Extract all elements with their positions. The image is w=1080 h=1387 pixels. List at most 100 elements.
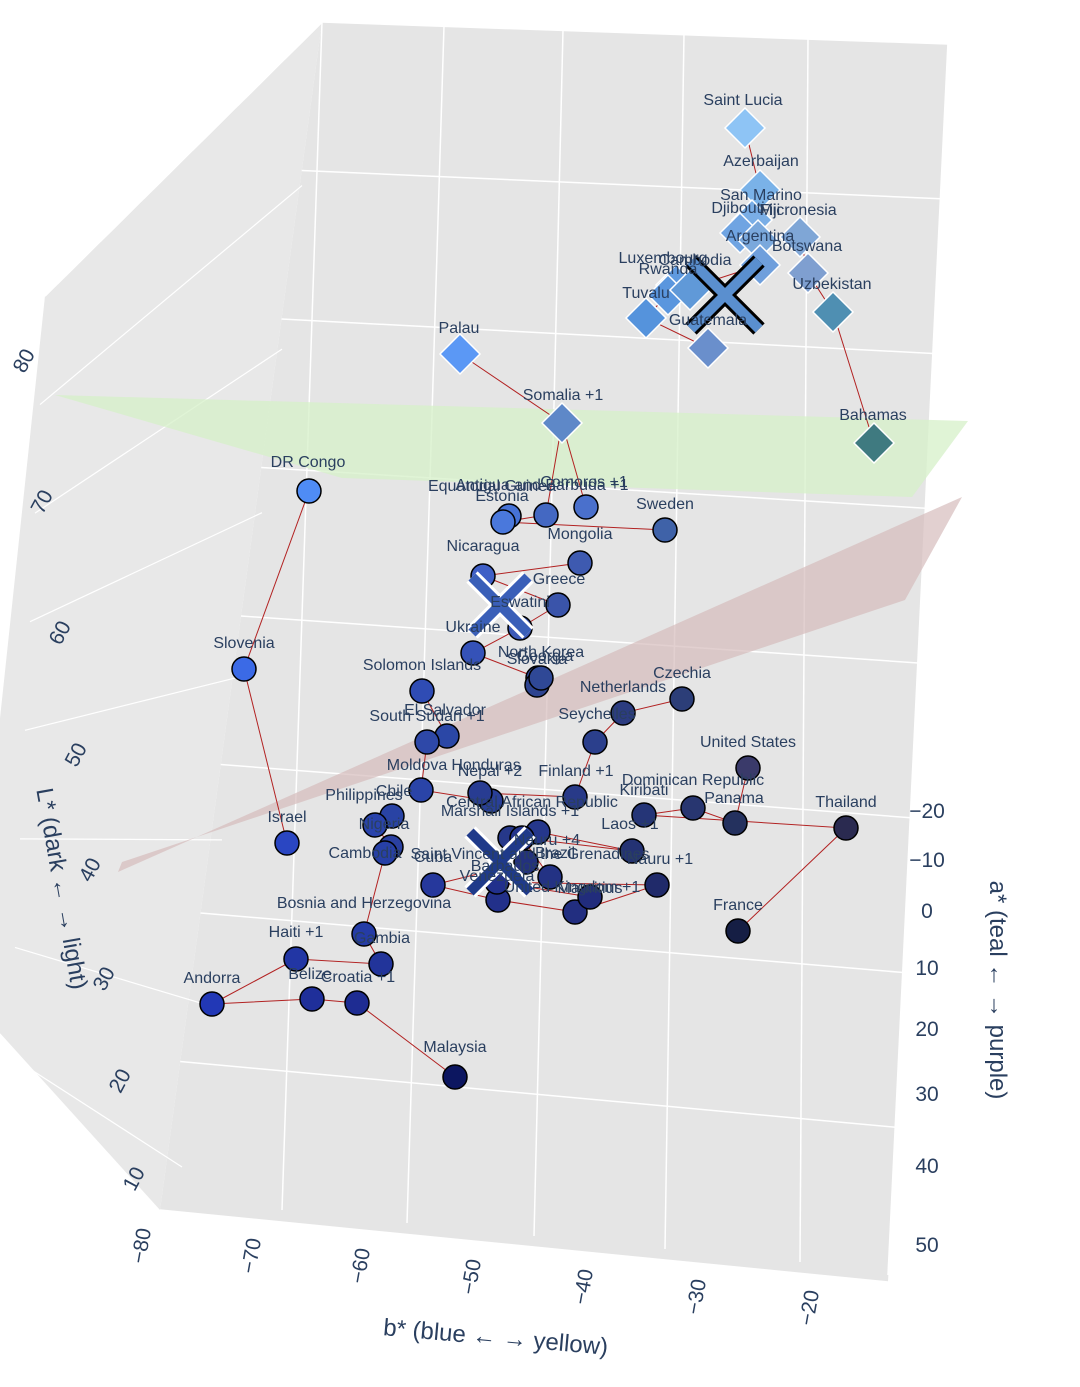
point-slovenia [231, 656, 257, 682]
label-cuba: Cuba [414, 849, 452, 866]
label-georgia: Georgia [517, 648, 574, 665]
link-line [799, 236, 875, 444]
point-mauritius [577, 884, 603, 910]
label-central-african-republic: Central African Republic [446, 794, 618, 811]
label-bosnia-and-herzegovina: Bosnia and Herzegovina [277, 895, 451, 912]
label-saint-lucia: Saint Lucia [703, 92, 782, 109]
link-line [574, 698, 683, 798]
label-kiribati: Kiribati [620, 782, 669, 799]
label-rwanda: Rwanda [639, 261, 698, 278]
scene-panes [0, 22, 948, 1282]
label-philippines: Philippines [325, 787, 402, 804]
point-south-sudan-1 [414, 729, 440, 755]
label-belize: Belize [288, 966, 332, 983]
label-greece: Greece [533, 571, 586, 588]
point-bahamas [852, 421, 896, 465]
label-finland-1: Finland +1 [538, 763, 613, 780]
back-pane [160, 22, 948, 1282]
label-micronesia: Micronesia [759, 202, 836, 219]
point-france [725, 918, 751, 944]
label-slovakia: Slovakia [507, 651, 568, 668]
x-tick-1: −70 [237, 1236, 266, 1275]
point-andorra [199, 991, 225, 1017]
label-comoros-1: Comoros +1 [540, 474, 628, 491]
x-tick-3: −50 [457, 1257, 486, 1296]
point-moldova [408, 777, 434, 803]
point-tuvalu [624, 296, 668, 340]
data-points [199, 106, 896, 1090]
point-cambodia [372, 840, 398, 866]
label-cambodia: Cambodia [659, 252, 732, 269]
point-greece [545, 592, 571, 618]
label-solomon-islands: Solomon Islands [363, 657, 481, 674]
label-argentina: Argentina [726, 228, 795, 245]
point-haiti-1 [283, 946, 309, 972]
label-brazil: Brazil [535, 845, 575, 862]
y-tick-5: 30 [915, 1083, 938, 1106]
label-uzbekistan: Uzbekistan [792, 276, 871, 293]
x-tick-5: −30 [682, 1277, 711, 1316]
label-honduras: Honduras [451, 757, 520, 774]
label-laos-1: Laos +1 [601, 816, 658, 833]
point-antigua-and-barbuda-1 [533, 502, 559, 528]
label-estonia: Estonia [475, 488, 528, 505]
label-antigua-and-barbuda-1: Antigua and Barbuda +1 [455, 477, 628, 494]
label-nepal-2: Nepal +2 [458, 763, 523, 780]
point-nauru-1 [644, 872, 670, 898]
label-nigeria: Nigeria [359, 816, 410, 833]
label-dr-congo: DR Congo [271, 454, 346, 471]
x-tick-4: −40 [569, 1267, 598, 1306]
label-gambia: Gambia [354, 930, 410, 947]
y-tick-6: 40 [915, 1155, 938, 1178]
point-somalia-1 [540, 401, 584, 445]
y-tick-2: 0 [921, 900, 933, 923]
label-israel: Israel [267, 809, 306, 826]
point-saint-vincent-and-the-grenadines [513, 849, 539, 875]
label-luxembourg: Luxembourg [619, 250, 708, 267]
label-mongolia: Mongolia [548, 526, 613, 543]
label-united-kingdom-1: United Kingdom +1 [504, 879, 641, 896]
label-united-states: United States [700, 734, 796, 751]
label-mauritius: Mauritius [558, 880, 623, 897]
label-nauru-4: Nauru +4 [514, 832, 580, 849]
label-netherlands: Netherlands [580, 679, 666, 696]
point-dr-congo [296, 478, 322, 504]
label-cambodia: Cambodia [329, 845, 402, 862]
y-tick-3: 10 [915, 957, 938, 980]
point-laos-1 [619, 838, 645, 864]
y-tick-1: −10 [909, 849, 945, 872]
point-dominican-republic [680, 795, 706, 821]
label-croatia-1: Croatia +1 [321, 969, 395, 986]
point-brazil [537, 864, 563, 890]
point-croatia-1 [344, 990, 370, 1016]
point-netherlands [610, 700, 636, 726]
x-tick-6: −20 [795, 1288, 824, 1327]
point-cuba [420, 872, 446, 898]
point-saint-lucia [723, 106, 767, 150]
label-france: France [713, 897, 763, 914]
point-micronesia [778, 215, 822, 259]
label-barbados: Barbados [471, 858, 540, 875]
point-ukraine [460, 640, 486, 666]
label-azerbaijan: Azerbaijan [723, 153, 799, 170]
label-dominican-republic: Dominican Republic [622, 772, 764, 789]
point-mongolia [567, 550, 593, 576]
point-czechia [669, 686, 695, 712]
label-palau: Palau [439, 320, 480, 337]
y-tick-0: −20 [909, 800, 945, 823]
label-el-salvador: El Salvador [404, 702, 486, 719]
point-comoros-1 [573, 494, 599, 520]
y-tick-7: 50 [915, 1234, 938, 1257]
label-south-sudan-1: South Sudan +1 [369, 708, 484, 725]
x-tick-2: −60 [346, 1246, 375, 1285]
label-moldova: Moldova [387, 757, 448, 774]
point-panama [722, 810, 748, 836]
centroid-markers [464, 255, 765, 898]
label-panama: Panama [704, 790, 764, 807]
point-sweden [652, 517, 678, 543]
label-marshall-islands-1: Marshall Islands +1 [441, 803, 579, 820]
point-philippines [362, 812, 388, 838]
label-bahamas: Bahamas [839, 407, 907, 424]
